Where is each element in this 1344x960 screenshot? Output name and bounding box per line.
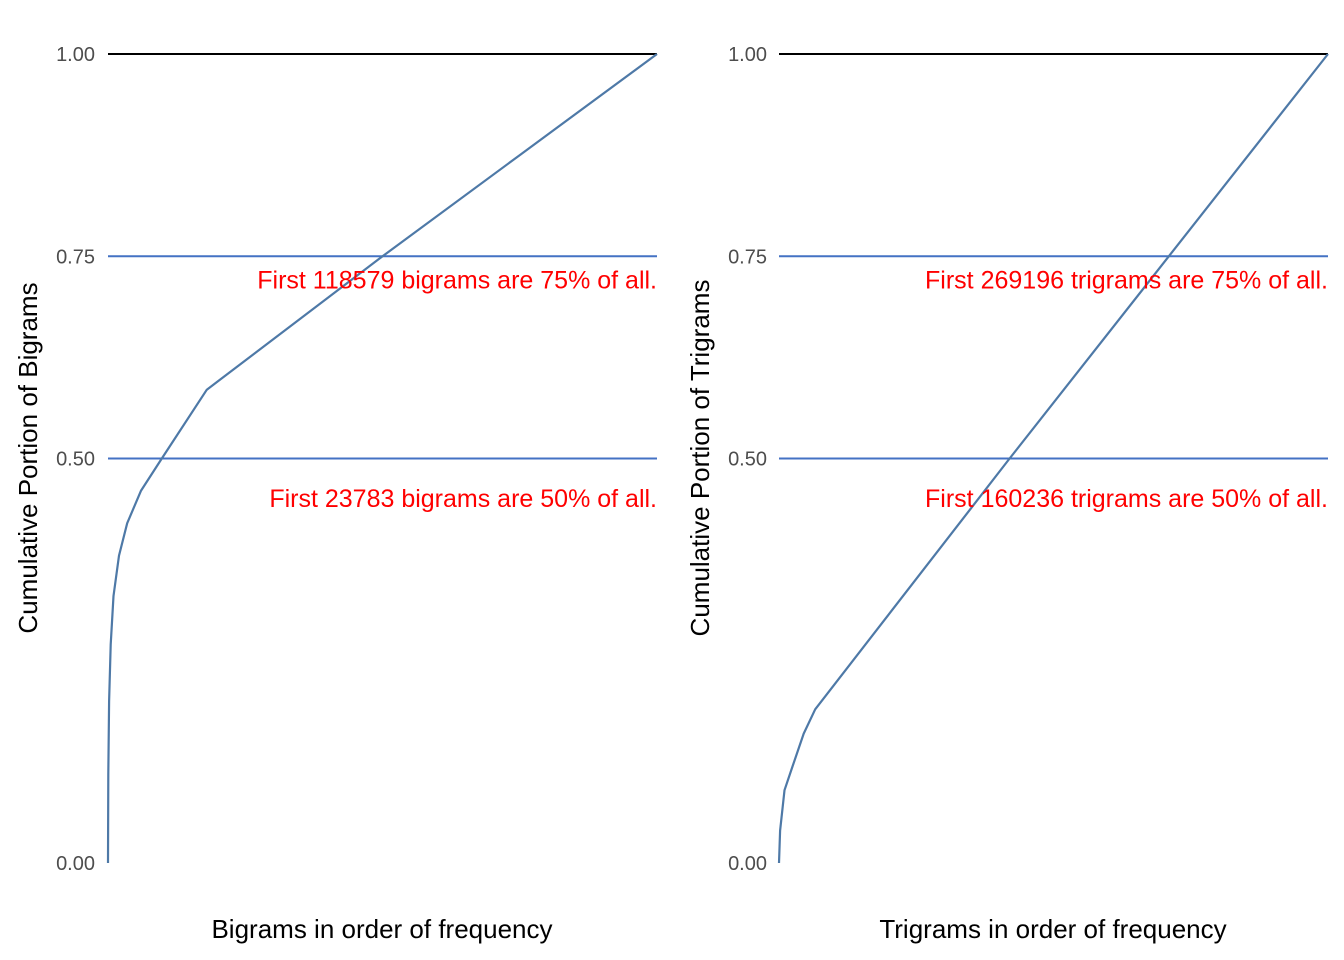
x-axis-title: Trigrams in order of frequency [879, 914, 1226, 944]
y-axis-title: Cumulative Portion of Trigrams [685, 280, 715, 637]
annotation-1: First 269196 trigrams are 75% of all. [925, 267, 1328, 295]
y-tick-label: 1.00 [56, 44, 95, 66]
y-tick-label: 0.00 [728, 853, 767, 875]
chart-panel-2: 0.00 0.50 0.75 1.00 First 269196 trigrams ar… [685, 44, 1329, 944]
y-tick-label: 0.75 [56, 246, 95, 268]
y-axis-title: Cumulative Portion of Bigrams [13, 282, 43, 633]
y-tick-label: 1.00 [728, 44, 767, 66]
cumulative-line [106, 53, 658, 864]
y-tick-label: 0.00 [56, 853, 95, 875]
chart-panel-1: 0.00 0.50 0.75 1.00 First 118579 bigrams are… [13, 44, 658, 944]
y-tick-label: 0.75 [728, 246, 767, 268]
cumulative-line [777, 53, 1329, 864]
annotation-1: First 118579 bigrams are 75% of all. [257, 267, 657, 295]
annotation-2: First 23783 bigrams are 50% of all. [269, 485, 657, 513]
annotation-2: First 160236 trigrams are 50% of all. [925, 485, 1328, 513]
x-axis-title: Bigrams in order of frequency [211, 914, 552, 944]
y-tick-label: 0.50 [728, 449, 767, 471]
y-tick-label: 0.50 [56, 449, 95, 471]
